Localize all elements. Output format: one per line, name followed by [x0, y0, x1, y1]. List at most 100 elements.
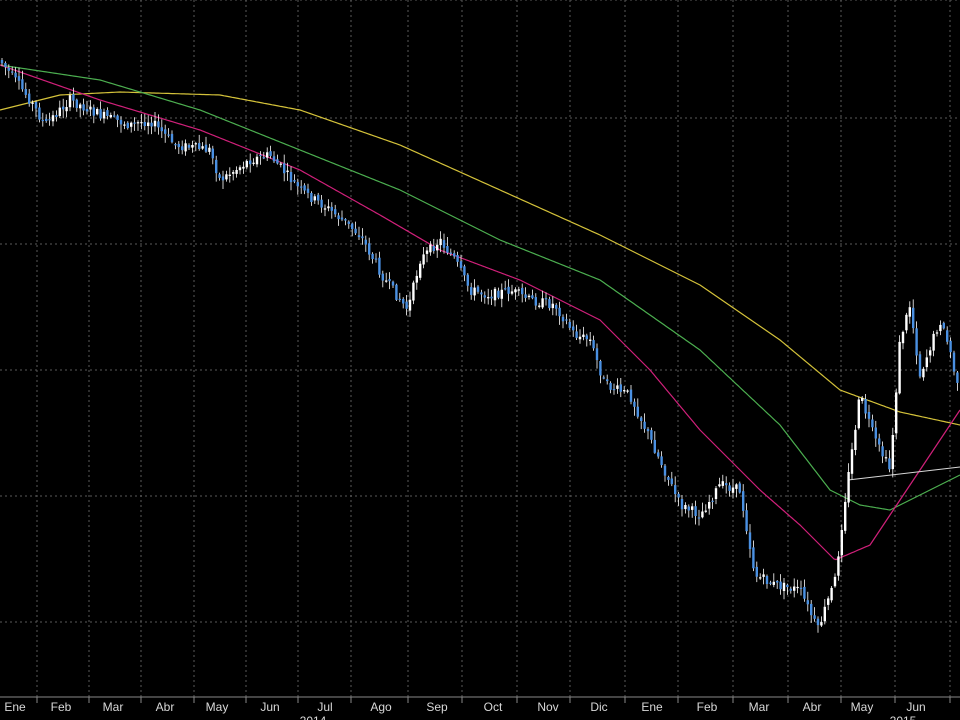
candle-body [633, 401, 636, 407]
candle-body [864, 399, 867, 414]
x-tick-label: Jul [317, 700, 332, 714]
candle-body [680, 499, 684, 510]
candle-body [157, 121, 160, 128]
candle-body [714, 488, 718, 499]
candle-body [130, 122, 133, 127]
candle-body [786, 584, 789, 588]
candle-body [718, 484, 721, 487]
candle-body [167, 134, 170, 136]
candle-body [578, 336, 582, 340]
ma-short-series [0, 64, 960, 561]
candle-body [262, 157, 265, 159]
candle-body [147, 122, 150, 126]
candle-body [48, 119, 51, 121]
candle-body [252, 162, 255, 164]
candle-body [561, 316, 565, 322]
candle-body [174, 144, 177, 146]
candle-body [643, 421, 646, 429]
candle-body [177, 143, 180, 148]
candle-body [470, 287, 473, 295]
candle-body [337, 215, 340, 220]
candle-body [793, 586, 796, 591]
candle-body [422, 254, 425, 265]
candle-body [303, 185, 306, 191]
candle-body [646, 428, 650, 432]
candle-body [517, 289, 520, 291]
x-tick-label: Abr [156, 700, 175, 714]
candle-body [850, 449, 854, 474]
candle-body [765, 576, 769, 584]
x-tick-label: Ene [4, 700, 26, 714]
candle-body [878, 438, 881, 445]
candle-body [391, 281, 395, 286]
candle-body [201, 146, 204, 149]
candle-body [439, 238, 442, 246]
candle-body [946, 330, 949, 342]
candle-body [123, 124, 126, 126]
candle-body [255, 156, 259, 165]
candle-body [915, 328, 918, 356]
candle-body [459, 261, 463, 268]
candle-body [939, 324, 942, 332]
candle-body [701, 511, 704, 518]
candle-body [113, 115, 116, 117]
candle-body [170, 133, 174, 143]
candle-body [140, 122, 143, 124]
candle-body [769, 582, 772, 584]
candle-body [58, 107, 61, 117]
candle-body [136, 122, 140, 124]
x-tick-label: Sep [426, 700, 448, 714]
candle-body [109, 115, 112, 118]
candle-body [11, 71, 14, 73]
candle-body [534, 297, 537, 306]
candle-body [595, 348, 599, 361]
candle-body [405, 301, 408, 309]
candle-body [126, 122, 129, 128]
ma-short-line [0, 64, 960, 561]
candle-body [272, 156, 276, 162]
candle-body [79, 104, 82, 109]
candle-body [572, 326, 575, 331]
candle-body [293, 180, 296, 182]
candle-body [286, 170, 289, 172]
candle-body [296, 182, 299, 187]
candle-body [357, 235, 361, 238]
candle-body [225, 174, 228, 180]
candle-body [565, 319, 568, 321]
candle-body [266, 152, 269, 158]
candle-body [463, 266, 466, 276]
x-tick-label: Oct [484, 700, 503, 714]
candle-body [932, 333, 935, 351]
x-tick-label: May [851, 700, 874, 714]
candle-body [891, 435, 894, 470]
candle-body [374, 258, 378, 260]
candle-body [589, 339, 592, 341]
candle-body [796, 586, 799, 589]
candle-body [748, 532, 752, 549]
candle-body [259, 154, 262, 157]
candle-body [62, 106, 65, 110]
candle-body [364, 239, 367, 245]
candle-body [85, 109, 89, 112]
candle-body [568, 322, 571, 328]
ma-long-line [0, 91, 960, 426]
candle-body [361, 236, 364, 239]
x-tick-label: Ago [370, 700, 392, 714]
candle-body [419, 263, 422, 278]
candle-body [674, 485, 677, 495]
candle-body [745, 510, 748, 532]
candles-series [0, 58, 959, 633]
candle-body [184, 143, 187, 152]
candle-body [99, 109, 102, 119]
candle-body [629, 389, 633, 402]
candle-body [143, 122, 146, 126]
candle-body [334, 209, 337, 215]
candle-body [92, 107, 95, 116]
candle-body [351, 223, 354, 229]
candle-body [640, 417, 643, 421]
x-tick-label: Ene [641, 700, 663, 714]
x-tick-label: May [206, 700, 229, 714]
candle-body [323, 208, 327, 210]
candle-body [473, 287, 476, 296]
